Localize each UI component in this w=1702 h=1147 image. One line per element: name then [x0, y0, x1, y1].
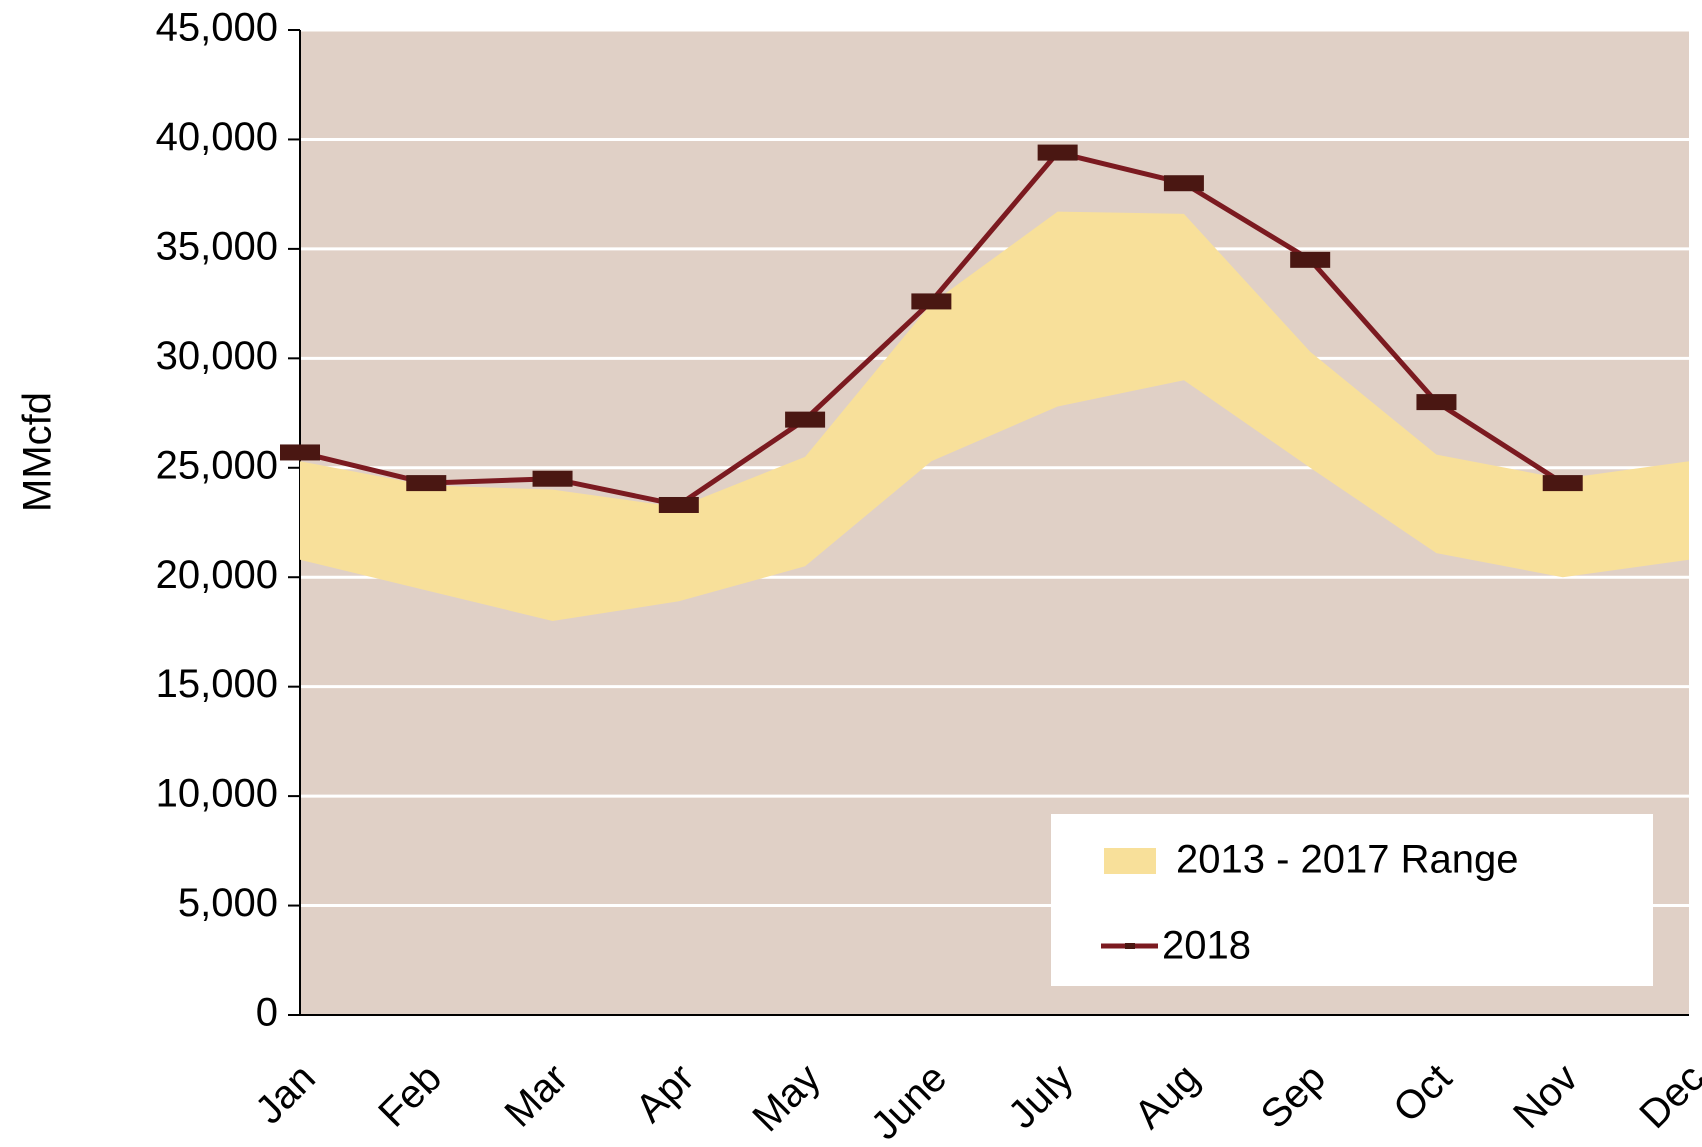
legend: 2013 - 2017 Range 2018	[1051, 814, 1653, 986]
legend-label: 2018	[1162, 924, 1251, 968]
x-tick-label: Feb	[370, 1056, 450, 1136]
y-tick-label: 35,000	[156, 224, 278, 268]
marker	[280, 444, 320, 461]
legend-box	[1051, 814, 1653, 986]
x-tick-label: Apr	[628, 1056, 703, 1131]
marker	[1037, 144, 1078, 161]
x-tick-label: Sep	[1253, 1056, 1334, 1137]
y-tick-label: 25,000	[156, 443, 278, 487]
y-tick-label: 15,000	[156, 662, 278, 706]
marker	[532, 470, 573, 487]
x-tick-label: Oct	[1385, 1056, 1460, 1131]
y-tick-label: 20,000	[156, 553, 278, 597]
legend-swatch	[1104, 848, 1156, 874]
marker	[406, 475, 447, 492]
x-tick-label: Dec	[1631, 1056, 1702, 1137]
y-tick-label: 10,000	[156, 772, 278, 816]
x-tick-label: Nov	[1505, 1056, 1586, 1137]
y-tick-label: 0	[256, 991, 278, 1035]
y-tick-label: 5,000	[178, 881, 278, 925]
marker	[1542, 475, 1583, 492]
marker	[785, 411, 826, 428]
legend-swatch	[1125, 943, 1135, 949]
x-tick-label: Aug	[1126, 1056, 1207, 1137]
x-tick-label: May	[744, 1056, 829, 1141]
x-tick-label: June	[863, 1056, 955, 1147]
marker	[658, 496, 699, 513]
range-band	[300, 211, 1689, 621]
x-tick-label: Mar	[497, 1056, 577, 1136]
marker	[1290, 251, 1331, 268]
y-tick-label: 45,000	[156, 6, 278, 50]
marker	[911, 293, 952, 310]
y-axis-label: MMcfd	[16, 392, 60, 512]
marker	[1416, 394, 1457, 411]
y-tick-label: 30,000	[156, 334, 278, 378]
x-tick-label: Jan	[247, 1056, 324, 1133]
marker	[1163, 175, 1204, 192]
legend-label: 2013 - 2017 Range	[1176, 838, 1519, 882]
y-tick-label: 40,000	[156, 115, 278, 159]
x-tick-label: July	[1000, 1056, 1081, 1137]
